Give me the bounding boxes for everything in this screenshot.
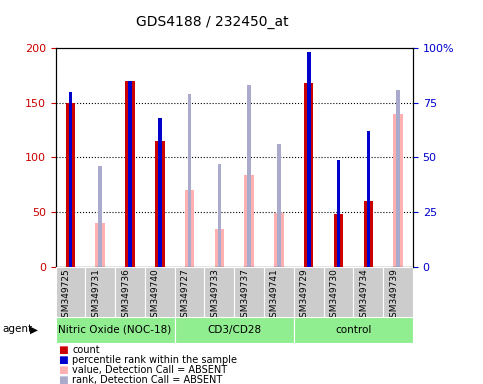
- Bar: [337, 160, 341, 267]
- Text: GSM349733: GSM349733: [211, 268, 219, 323]
- Text: count: count: [72, 345, 100, 355]
- Bar: [217, 164, 221, 267]
- Bar: [264, 267, 294, 317]
- Bar: [354, 267, 383, 317]
- Text: GSM349729: GSM349729: [300, 268, 309, 323]
- Text: ■: ■: [58, 365, 68, 375]
- Bar: [56, 317, 175, 343]
- Text: GSM349737: GSM349737: [240, 268, 249, 323]
- Bar: [69, 92, 72, 267]
- Bar: [274, 213, 284, 267]
- Bar: [158, 118, 162, 267]
- Bar: [175, 317, 294, 343]
- Text: control: control: [335, 324, 371, 335]
- Text: CD3/CD28: CD3/CD28: [207, 324, 261, 335]
- Text: GSM349725: GSM349725: [61, 268, 71, 323]
- Bar: [66, 103, 75, 267]
- Bar: [175, 267, 204, 317]
- Text: ■: ■: [58, 375, 68, 384]
- Bar: [145, 267, 175, 317]
- Text: agent: agent: [2, 324, 32, 334]
- Bar: [367, 131, 370, 267]
- Text: value, Detection Call = ABSENT: value, Detection Call = ABSENT: [72, 365, 227, 375]
- Bar: [396, 89, 400, 267]
- Bar: [214, 228, 224, 267]
- Bar: [244, 175, 254, 267]
- Text: GSM349740: GSM349740: [151, 268, 160, 323]
- Bar: [294, 267, 324, 317]
- Bar: [307, 52, 311, 267]
- Text: GSM349730: GSM349730: [329, 268, 339, 323]
- Bar: [188, 94, 191, 267]
- Text: Nitric Oxide (NOC-18): Nitric Oxide (NOC-18): [58, 324, 172, 335]
- Bar: [128, 81, 132, 267]
- Bar: [234, 267, 264, 317]
- Text: percentile rank within the sample: percentile rank within the sample: [72, 355, 238, 365]
- Text: rank, Detection Call = ABSENT: rank, Detection Call = ABSENT: [72, 375, 223, 384]
- Text: GSM349741: GSM349741: [270, 268, 279, 323]
- Bar: [304, 83, 313, 267]
- Text: GSM349727: GSM349727: [181, 268, 189, 323]
- Text: ■: ■: [58, 355, 68, 365]
- Bar: [99, 166, 102, 267]
- Bar: [364, 201, 373, 267]
- Text: GDS4188 / 232450_at: GDS4188 / 232450_at: [136, 15, 289, 29]
- Text: GSM349731: GSM349731: [91, 268, 100, 323]
- Text: GSM349739: GSM349739: [389, 268, 398, 323]
- Bar: [294, 317, 413, 343]
- Bar: [115, 267, 145, 317]
- Text: GSM349736: GSM349736: [121, 268, 130, 323]
- Bar: [334, 214, 343, 267]
- Text: GSM349734: GSM349734: [359, 268, 368, 323]
- Bar: [56, 267, 85, 317]
- Bar: [125, 81, 135, 267]
- Bar: [155, 141, 165, 267]
- Bar: [185, 190, 194, 267]
- Bar: [204, 267, 234, 317]
- Bar: [85, 267, 115, 317]
- Bar: [383, 267, 413, 317]
- Bar: [277, 144, 281, 267]
- Bar: [247, 85, 251, 267]
- Bar: [324, 267, 354, 317]
- Text: ■: ■: [58, 345, 68, 355]
- Bar: [393, 114, 403, 267]
- Text: ▶: ▶: [30, 324, 38, 334]
- Bar: [96, 223, 105, 267]
